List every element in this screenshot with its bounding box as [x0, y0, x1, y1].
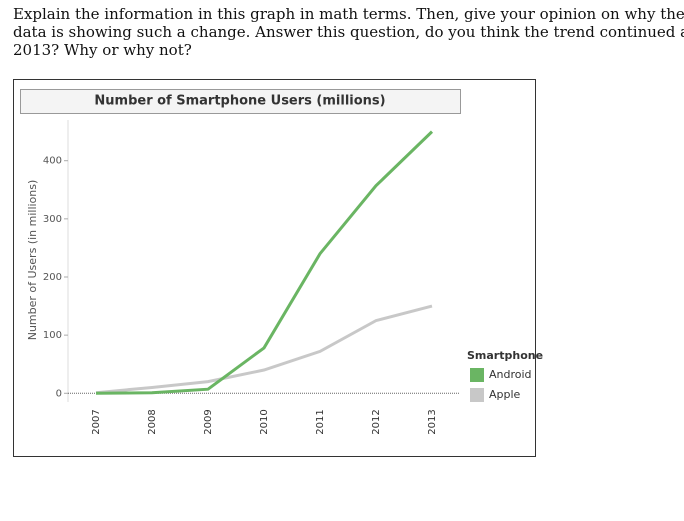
y-tick-label: 0	[56, 388, 62, 399]
x-tick-label: 2009	[203, 409, 214, 434]
legend-title: Smartphone	[467, 349, 543, 362]
x-tick-label: 2011	[315, 409, 326, 434]
y-tick-label: 400	[43, 156, 62, 167]
x-tick-label: 2013	[427, 409, 438, 434]
title-box	[20, 89, 461, 114]
series-line	[95, 304, 433, 395]
y-tick-label: 200	[43, 272, 62, 283]
legend-label: Android	[489, 368, 532, 381]
question-line: data is showing such a change. Answer th…	[13, 23, 684, 41]
chart-frame	[13, 79, 536, 457]
series-line	[95, 130, 434, 395]
x-tick-label: 2008	[147, 409, 158, 434]
y-tick-label: 300	[43, 214, 62, 225]
question-line: 2013? Why or why not?	[13, 41, 192, 59]
y-axis-label: Number of Users (in millions)	[26, 180, 39, 341]
legend-swatch	[470, 368, 484, 382]
question-line: Explain the information in this graph in…	[13, 5, 684, 23]
x-tick-label: 2007	[91, 409, 102, 434]
legend-swatch	[470, 388, 484, 402]
legend-label: Apple	[489, 388, 521, 401]
question: Explain the information in this graph in…	[13, 5, 684, 59]
x-tick-label: 2010	[259, 409, 270, 434]
chart-title: Number of Smartphone Users (millions)	[94, 94, 385, 109]
x-tick-label: 2012	[371, 409, 382, 434]
y-tick-label: 100	[43, 330, 62, 341]
